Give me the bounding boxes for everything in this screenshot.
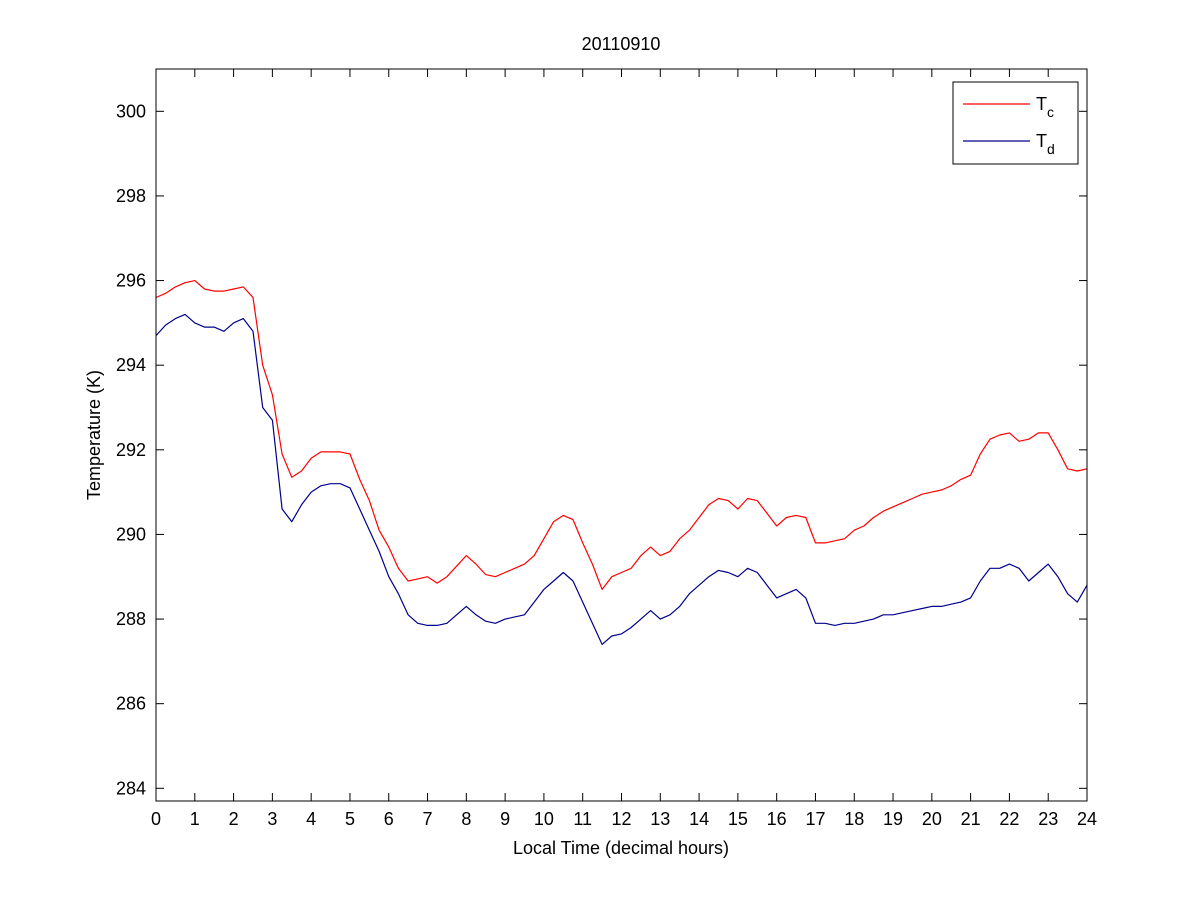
x-tick-label: 18 (844, 809, 864, 829)
x-tick-label: 2 (229, 809, 239, 829)
legend-box (952, 81, 1079, 165)
y-tick-label: 294 (116, 355, 146, 375)
x-tick-label: 17 (805, 809, 825, 829)
series-line-2 (155, 313, 1088, 646)
chart-title: 20110910 (582, 34, 661, 54)
x-tick-label: 12 (611, 809, 631, 829)
series-layer (155, 280, 1088, 646)
x-tick-label: 11 (573, 809, 592, 829)
axes-layer: 0 1 2 3 4 5 6 7 8 9 10 11 12 13 14 15 16 17 18 19 20 21 22 23 24… (116, 68, 1097, 829)
x-tick-label: 9 (500, 809, 510, 829)
x-tick-label: 22 (999, 809, 1019, 829)
y-tick-label: 300 (116, 101, 146, 121)
legend-label-2: Td (1036, 131, 1055, 157)
legend-label-1: Tc (1036, 94, 1054, 120)
x-tick-label: 19 (883, 809, 903, 829)
y-axis-label: Temperature (K) (84, 370, 104, 500)
series-line-1 (155, 280, 1088, 591)
x-tick-label: 8 (461, 809, 471, 829)
x-tick-label: 23 (1038, 809, 1058, 829)
x-tick-label: 24 (1077, 809, 1097, 829)
x-tick-label: 3 (267, 809, 277, 829)
y-tick-label: 284 (116, 778, 146, 798)
y-tick-label: 286 (116, 694, 146, 714)
x-tick-label: 4 (306, 809, 316, 829)
x-axis-label: Local Time (decimal hours) (513, 838, 729, 858)
plot-background (156, 69, 1087, 801)
x-tick-label: 20 (922, 809, 942, 829)
x-tick-label: 21 (961, 809, 981, 829)
x-tick-label: 7 (423, 809, 433, 829)
x-tick-label: 16 (767, 809, 787, 829)
y-tick-label: 290 (116, 524, 146, 544)
y-tick-label: 298 (116, 186, 146, 206)
plot-area (156, 69, 1087, 801)
y-tick-label: 288 (116, 609, 146, 629)
x-tick-label: 6 (384, 809, 394, 829)
y-tick-label: 292 (116, 440, 146, 460)
y-tick-label: 296 (116, 271, 146, 291)
legend: Tc Td (952, 81, 1079, 165)
x-tick-label: 10 (534, 809, 554, 829)
x-tick-label: 0 (151, 809, 161, 829)
x-tick-label: 14 (689, 809, 709, 829)
x-tick-label: 15 (728, 809, 748, 829)
x-tick-label: 13 (650, 809, 670, 829)
x-tick-label: 5 (345, 809, 355, 829)
x-tick-label: 1 (190, 809, 200, 829)
